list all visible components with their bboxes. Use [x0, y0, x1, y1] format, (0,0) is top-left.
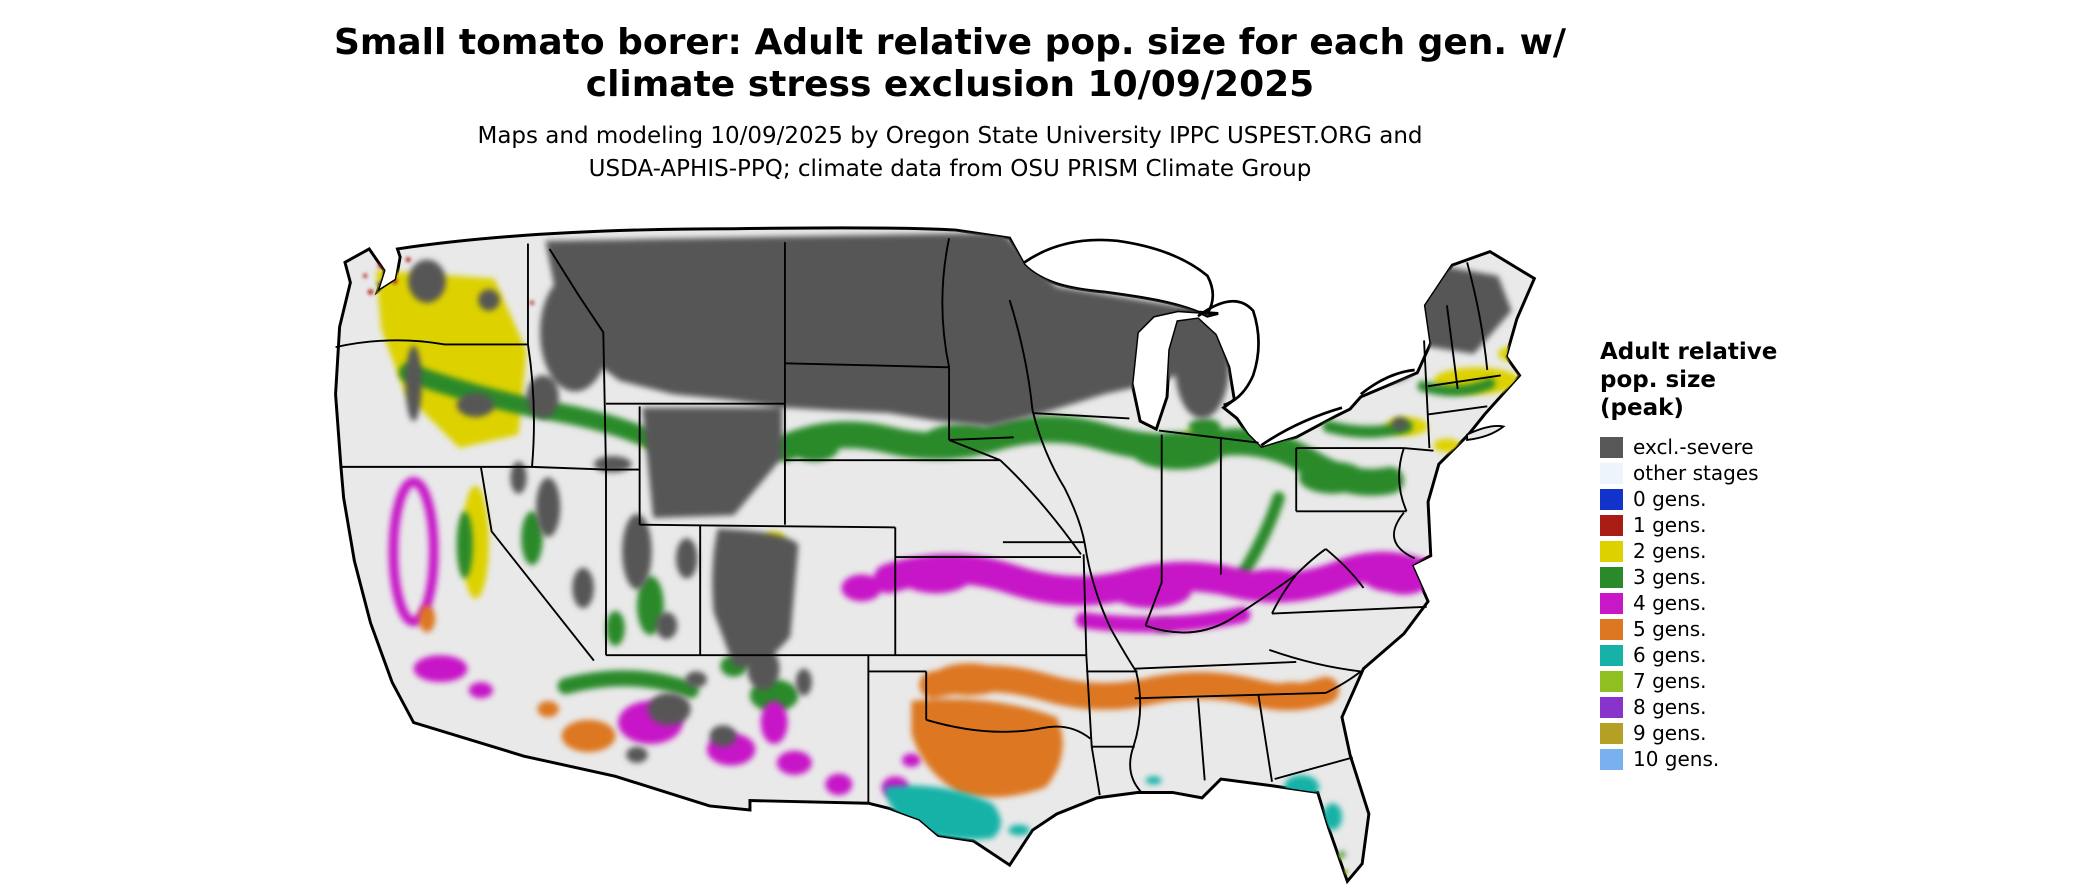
map-legend: Adult relative pop. size (peak) excl.-seve…: [1600, 338, 1900, 772]
legend-items: excl.-severe other stages 0 gens. 1 gens. 2 …: [1600, 434, 1900, 772]
legend-title: Adult relative pop. size (peak): [1600, 338, 1900, 422]
legend-item: 0 gens.: [1600, 486, 1900, 512]
legend-label: 6 gens.: [1633, 643, 1707, 668]
legend-swatch: [1600, 592, 1623, 614]
legend-swatch: [1600, 644, 1623, 666]
legend-title-line: pop. size: [1600, 367, 1717, 394]
legend-item: 1 gens.: [1600, 512, 1900, 538]
legend-label: excl.-severe: [1633, 435, 1754, 460]
legend-item: other stages: [1600, 460, 1900, 486]
lake-superior: [1023, 238, 1215, 315]
map-title: Small tomato borer: Adult relative pop. …: [0, 22, 1900, 107]
legend-title-line: Adult relative: [1600, 339, 1778, 365]
legend-swatch: [1600, 514, 1623, 536]
legend-swatch: [1600, 618, 1623, 640]
legend-swatch: [1600, 436, 1623, 458]
legend-label: 4 gens.: [1633, 591, 1707, 616]
legend-swatch: [1600, 566, 1623, 588]
legend-item: 5 gens.: [1600, 616, 1900, 642]
legend-item: 8 gens.: [1600, 694, 1900, 720]
map-subtitle-line2: USDA-APHIS-PPQ; climate data from OSU PR…: [588, 156, 1312, 183]
legend-swatch: [1600, 462, 1623, 484]
lake-huron: [1197, 299, 1260, 407]
legend-item: 4 gens.: [1600, 590, 1900, 616]
us-map-svg: [334, 226, 1537, 885]
legend-swatch: [1600, 488, 1623, 510]
legend-label: 7 gens.: [1633, 669, 1707, 694]
region-3-gens: [398, 363, 1496, 874]
map-subtitle: Maps and modeling 10/09/2025 by Oregon S…: [0, 120, 1900, 187]
legend-swatch: [1600, 696, 1623, 718]
map-subtitle-line1: Maps and modeling 10/09/2025 by Oregon S…: [477, 123, 1423, 149]
legend-swatch: [1600, 722, 1623, 744]
lake-erie: [1260, 406, 1343, 447]
legend-item: 10 gens.: [1600, 746, 1900, 772]
legend-label: other stages: [1633, 461, 1759, 486]
legend-swatch: [1600, 670, 1623, 692]
legend-label: 8 gens.: [1633, 695, 1707, 720]
legend-label: 5 gens.: [1633, 617, 1707, 642]
great-lakes: [1023, 238, 1415, 447]
legend-item: 2 gens.: [1600, 538, 1900, 564]
legend-label: 1 gens.: [1633, 513, 1707, 538]
region-4-gens: [388, 476, 1438, 798]
legend-item: 7 gens.: [1600, 668, 1900, 694]
map-title-line1: Small tomato borer: Adult relative pop. …: [333, 22, 1567, 63]
legend-label: 3 gens.: [1633, 565, 1707, 590]
legend-item: 9 gens.: [1600, 720, 1900, 746]
legend-swatch: [1600, 540, 1623, 562]
region-5-gens: [418, 605, 1340, 798]
us-generations-map: [330, 222, 1548, 888]
legend-title-line: (peak): [1600, 395, 1684, 422]
legend-item: 3 gens.: [1600, 564, 1900, 590]
legend-label: 10 gens.: [1633, 747, 1720, 772]
legend-item: 6 gens.: [1600, 642, 1900, 668]
state-borders: [335, 237, 1501, 804]
long-island: [1466, 425, 1506, 442]
legend-label: 2 gens.: [1633, 539, 1707, 564]
legend-swatch: [1600, 748, 1623, 770]
legend-label: 0 gens.: [1633, 487, 1707, 512]
legend-item: excl.-severe: [1600, 434, 1900, 460]
map-title-line2: climate stress exclusion 10/09/2025: [585, 64, 1315, 106]
lake-ontario: [1359, 368, 1415, 396]
legend-label: 9 gens.: [1633, 721, 1707, 746]
